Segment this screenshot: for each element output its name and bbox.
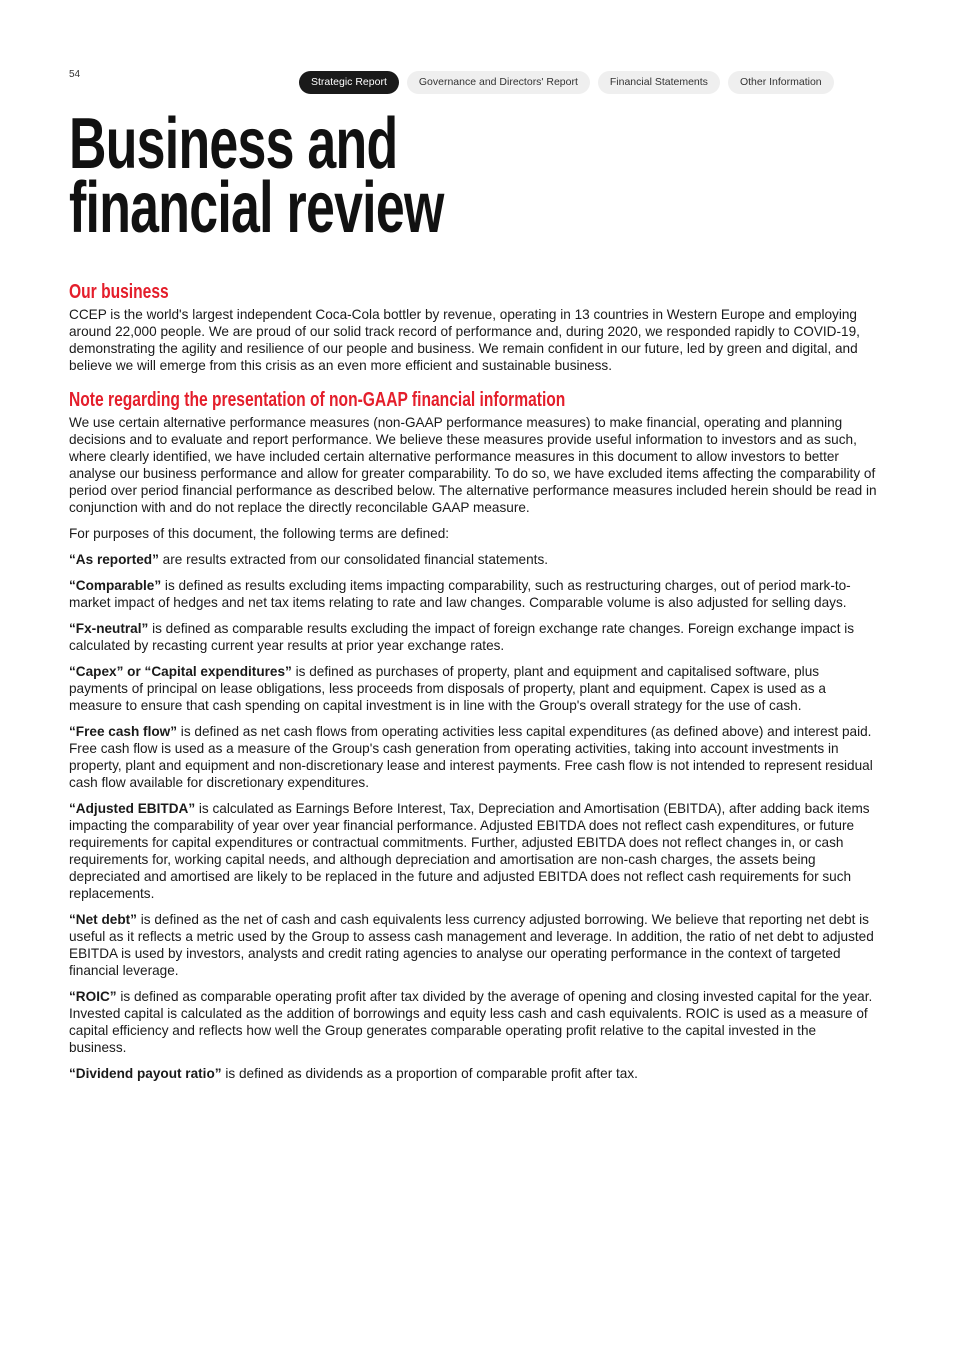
our-business-heading: Our business: [69, 281, 169, 303]
definition-text: is defined as comparable results excludi…: [69, 621, 855, 653]
content: Our business CCEP is the world's largest…: [69, 280, 877, 1091]
tab-governance[interactable]: Governance and Directors' Report: [406, 71, 590, 94]
page-number: 54: [69, 69, 81, 80]
definition-term: “ROIC”: [69, 989, 117, 1004]
definition-term: “Free cash flow”: [69, 724, 178, 739]
definition-text: is defined as results excluding items im…: [69, 578, 851, 610]
our-business-text: CCEP is the world's largest independent …: [69, 307, 860, 373]
definition-adjusted-ebitda: “Adjusted EBITDA” is calculated as Earni…: [69, 800, 877, 902]
tab-financial-statements[interactable]: Financial Statements: [597, 71, 720, 94]
tab-other-information[interactable]: Other Information: [727, 71, 834, 94]
definition-text: is defined as the net of cash and cash e…: [69, 912, 874, 978]
definition-term: “Adjusted EBITDA”: [69, 801, 196, 816]
definition-term: “Net debt”: [69, 912, 137, 927]
page-title-line1: Business and: [69, 104, 398, 184]
definition-net-debt: “Net debt” is defined as the net of cash…: [69, 911, 877, 979]
definition-text: are results extracted from our consolida…: [158, 552, 549, 567]
section-nav: Strategic Report Governance and Director…: [299, 71, 834, 94]
definition-capex: “Capex” or “Capital expenditures” is def…: [69, 663, 877, 714]
definition-text: is defined as purchases of property, pla…: [69, 664, 826, 713]
definition-free-cash-flow: “Free cash flow” is defined as net cash …: [69, 723, 877, 791]
terms-intro: For purposes of this document, the follo…: [69, 526, 450, 541]
definition-comparable: “Comparable” is defined as results exclu…: [69, 577, 877, 611]
definition-term: “Dividend payout ratio”: [69, 1066, 222, 1081]
definition-term: “Fx-neutral”: [69, 621, 149, 636]
tab-strategic-report[interactable]: Strategic Report: [299, 71, 399, 94]
definition-text: is defined as comparable operating profi…: [69, 989, 873, 1055]
definition-fx-neutral: “Fx-neutral” is defined as comparable re…: [69, 620, 877, 654]
definition-text: is defined as net cash flows from operat…: [69, 724, 873, 790]
non-gaap-intro: We use certain alternative performance m…: [69, 415, 877, 515]
definition-term: “Capex” or “Capital expenditures”: [69, 664, 292, 679]
definition-text: is calculated as Earnings Before Interes…: [69, 801, 870, 901]
page-title-line2: financial review: [69, 168, 444, 248]
definition-text: is defined as dividends as a proportion …: [221, 1066, 638, 1081]
definition-term: “As reported”: [69, 552, 159, 567]
definition-term: “Comparable”: [69, 578, 162, 593]
definition-roic: “ROIC” is defined as comparable operatin…: [69, 988, 877, 1056]
definition-dividend-payout-ratio: “Dividend payout ratio” is defined as di…: [69, 1065, 877, 1082]
definition-as-reported: “As reported” are results extracted from…: [69, 551, 877, 568]
page-title: Business and financial review: [69, 104, 444, 248]
non-gaap-heading: Note regarding the presentation of non-G…: [69, 389, 566, 411]
